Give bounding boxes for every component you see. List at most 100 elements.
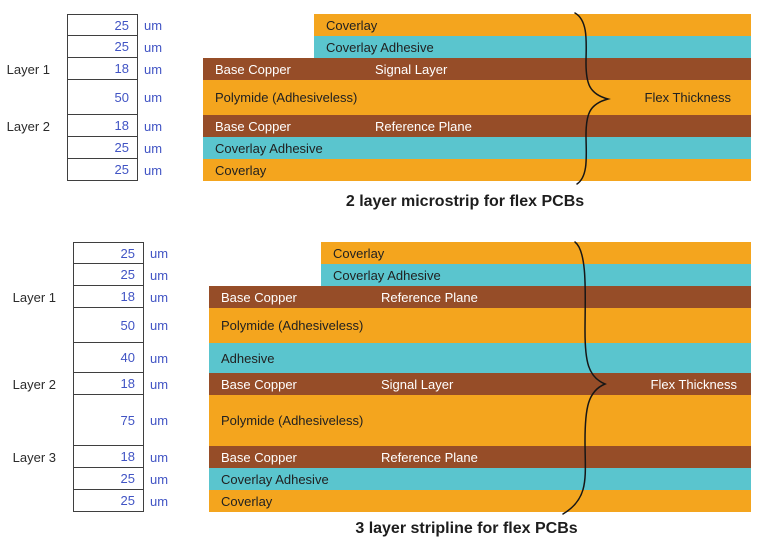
layer-label: Layer 1 — [12, 289, 56, 305]
table-row: 25 um — [13, 14, 162, 36]
thickness-value: 25 — [67, 14, 138, 36]
table-row: 25 um — [13, 36, 162, 58]
flex-thickness-label: Flex Thickness — [644, 90, 731, 105]
material-label: Base Copper — [221, 376, 297, 392]
unit-label: um — [144, 118, 163, 134]
unit-label: um — [144, 140, 163, 156]
layer-bar-coverlay-adhesive: Coverlay Adhesive — [321, 264, 751, 286]
table-row: Layer 2 18 um — [12, 373, 169, 395]
layer-label — [19, 264, 73, 286]
layer-bar-base-copper: Base Copper Reference Plane — [203, 115, 751, 137]
unit-label: um — [150, 318, 169, 333]
unit-label: um — [150, 289, 169, 305]
unit-label: um — [150, 471, 169, 487]
material-label: Polymide (Adhesiveless) — [221, 413, 364, 428]
layer-label — [13, 36, 67, 58]
unit-label: um — [144, 61, 163, 77]
diagram-title-stripline: 3 layer stripline for flex PCBs — [355, 520, 578, 537]
layer-bar-coverlay-adhesive: Coverlay Adhesive — [209, 468, 751, 490]
layer-label: Layer 2 — [12, 376, 56, 392]
material-label: Coverlay — [333, 245, 385, 261]
unit-label: um — [150, 413, 169, 428]
unit-label: um — [150, 376, 169, 392]
thickness-value: 25 — [73, 264, 144, 286]
layer-bar-base-copper: Base Copper Signal Layer — [203, 58, 751, 80]
thickness-value: 25 — [67, 137, 138, 159]
layer-bar-base-copper: Base Copper Reference Plane — [209, 286, 751, 308]
table-row: 25 um — [19, 242, 168, 264]
thickness-value: 25 — [67, 159, 138, 181]
table-row: Layer 1 18 um — [6, 58, 163, 80]
thickness-value: 25 — [67, 36, 138, 58]
thickness-value: 25 — [73, 242, 144, 264]
layer-label — [13, 80, 67, 115]
material-label: Coverlay Adhesive — [221, 471, 329, 487]
layer-bar-polymide-adhesiveless: Polymide (Adhesiveless) — [209, 395, 751, 446]
layer-bar-base-copper: Base Copper Signal Layer Flex Thickness — [209, 373, 751, 395]
layer-label — [19, 490, 73, 512]
table-row: Layer 3 18 um — [12, 446, 169, 468]
thickness-value: 18 — [67, 115, 138, 137]
layer-bar-coverlay: Coverlay — [314, 14, 751, 36]
material-label: Coverlay — [221, 493, 273, 509]
thickness-value: 75 — [73, 395, 144, 446]
unit-label: um — [144, 17, 163, 33]
table-row: Layer 1 18 um — [12, 286, 169, 308]
table-row: 25 um — [13, 159, 162, 181]
table-row: 25 um — [13, 137, 162, 159]
table-row: 75 um — [19, 395, 168, 446]
material-label: Polymide (Adhesiveless) — [215, 90, 358, 105]
layer-label — [13, 14, 67, 36]
material-label: Coverlay Adhesive — [326, 39, 434, 55]
thickness-table-microstrip: 25 um 25 um Layer 1 18 um 50 um Layer 2 18 um 25 um 25… — [6, 14, 163, 181]
unit-label: um — [144, 90, 163, 105]
table-row: 25 um — [19, 490, 168, 512]
layer-bar-adhesive: Adhesive — [209, 343, 751, 373]
thickness-value: 40 — [73, 343, 144, 373]
layer-stack-microstrip: Coverlay Coverlay Adhesive Base Copper Sign… — [203, 14, 751, 181]
layer-bar-coverlay: Coverlay — [203, 159, 751, 181]
thickness-value: 18 — [73, 446, 144, 468]
material-label: Base Copper — [215, 61, 291, 77]
thickness-value: 50 — [67, 80, 138, 115]
layer-label — [19, 242, 73, 264]
thickness-value: 18 — [73, 286, 144, 308]
table-row: 50 um — [13, 80, 162, 115]
material-label: Polymide (Adhesiveless) — [221, 318, 364, 333]
table-row: 25 um — [19, 264, 168, 286]
layer-label: Layer 2 — [6, 118, 50, 134]
role-label: Signal Layer — [375, 61, 448, 77]
unit-label: um — [150, 245, 169, 261]
unit-label: um — [150, 449, 169, 465]
material-label: Adhesive — [221, 350, 275, 366]
material-label: Coverlay Adhesive — [333, 267, 441, 283]
diagram-title-microstrip: 2 layer microstrip for flex PCBs — [345, 193, 585, 210]
table-row: Layer 2 18 um — [6, 115, 163, 137]
layer-label — [19, 308, 73, 343]
role-label: Reference Plane — [381, 449, 478, 465]
thickness-value: 50 — [73, 308, 144, 343]
table-row: 25 um — [19, 468, 168, 490]
layer-bar-coverlay: Coverlay — [321, 242, 751, 264]
layer-bar-coverlay-adhesive: Coverlay Adhesive — [314, 36, 751, 58]
layer-bar-coverlay-adhesive: Coverlay Adhesive — [203, 137, 751, 159]
layer-stack-stripline: Coverlay Coverlay Adhesive Base Copper Refe… — [209, 242, 751, 512]
role-label: Reference Plane — [375, 118, 472, 134]
table-row: 40 um — [19, 343, 168, 373]
layer-label — [19, 468, 73, 490]
layer-bar-base-copper: Base Copper Reference Plane — [209, 446, 751, 468]
flex-thickness-label: Flex Thickness — [650, 376, 737, 392]
thickness-value: 18 — [73, 373, 144, 395]
material-label: Coverlay — [326, 17, 378, 33]
layer-label — [19, 395, 73, 446]
flex-thickness-brace — [574, 12, 611, 185]
layer-label: Layer 1 — [6, 61, 50, 77]
layer-bar-polymide-adhesiveless: Polymide (Adhesiveless) Flex Thickness — [203, 80, 751, 115]
layer-label: Layer 3 — [12, 449, 56, 465]
role-label: Reference Plane — [381, 289, 478, 305]
layer-bar-coverlay: Coverlay — [209, 490, 751, 512]
layer-label — [19, 343, 73, 373]
unit-label: um — [144, 39, 163, 55]
material-label: Coverlay — [215, 162, 267, 178]
